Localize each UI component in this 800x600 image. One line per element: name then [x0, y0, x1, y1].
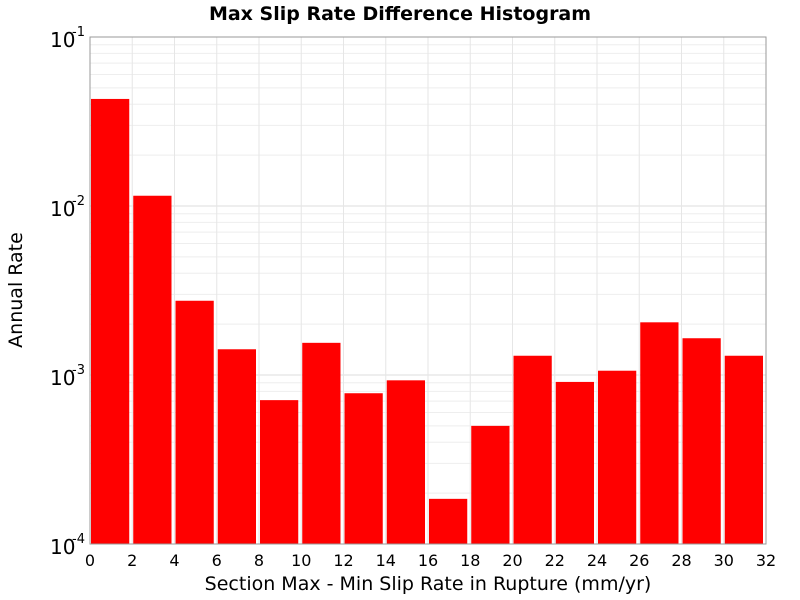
x-tick-label: 14: [376, 551, 396, 570]
bar: [91, 98, 130, 544]
x-tick-label: 6: [212, 551, 222, 570]
y-axis-ticks: 10-410-310-210-1: [50, 25, 85, 559]
bar: [386, 380, 425, 544]
bar: [682, 338, 721, 544]
y-tick-base: 10: [50, 28, 75, 52]
y-tick-base: 10: [50, 197, 75, 221]
x-tick-label: 4: [169, 551, 179, 570]
x-tick-label: 26: [629, 551, 649, 570]
y-tick-label: 10-3: [50, 363, 85, 390]
bar: [344, 393, 383, 544]
x-tick-label: 8: [254, 551, 264, 570]
bar: [471, 425, 510, 544]
x-tick-label: 2: [127, 551, 137, 570]
x-tick-label: 32: [756, 551, 776, 570]
chart-title: Max Slip Rate Difference Histogram: [209, 3, 591, 25]
x-axis-ticks: 0 2 4 6 8 10 12 14 16 18 20 22 24 26 28 30 32: [85, 551, 776, 570]
y-axis-label: Annual Rate: [5, 232, 27, 348]
plot-border: [89, 36, 767, 545]
bar: [302, 342, 341, 544]
x-axis-label: Section Max - Min Slip Rate in Rupture (…: [205, 573, 652, 595]
x-tick-label: 0: [85, 551, 95, 570]
x-tick-label: 30: [714, 551, 734, 570]
bars: [91, 98, 763, 544]
bar: [640, 322, 679, 544]
bar: [175, 300, 214, 544]
bar: [513, 355, 552, 544]
x-tick-label: 24: [587, 551, 607, 570]
y-tick-label: 10-1: [50, 25, 85, 52]
y-tick-exponent: -1: [72, 25, 85, 40]
y-tick-exponent: -3: [72, 363, 85, 378]
y-tick-label: 10-2: [50, 194, 85, 221]
x-tick-label: 18: [460, 551, 480, 570]
y-tick-base: 10: [50, 535, 75, 559]
bar: [133, 195, 172, 544]
y-tick-exponent: -4: [72, 532, 85, 547]
y-tick-exponent: -2: [72, 194, 85, 209]
bar: [429, 498, 468, 544]
x-tick-label: 20: [502, 551, 522, 570]
y-tick-base: 10: [50, 366, 75, 390]
x-tick-label: 10: [291, 551, 311, 570]
y-tick-label: 10-4: [50, 532, 85, 559]
x-tick-label: 12: [333, 551, 353, 570]
bar: [598, 370, 637, 544]
bar: [217, 349, 256, 544]
bar: [555, 381, 594, 544]
bar: [724, 355, 763, 544]
bar: [260, 400, 299, 544]
x-tick-label: 28: [671, 551, 691, 570]
x-tick-label: 22: [545, 551, 565, 570]
x-tick-label: 16: [418, 551, 438, 570]
